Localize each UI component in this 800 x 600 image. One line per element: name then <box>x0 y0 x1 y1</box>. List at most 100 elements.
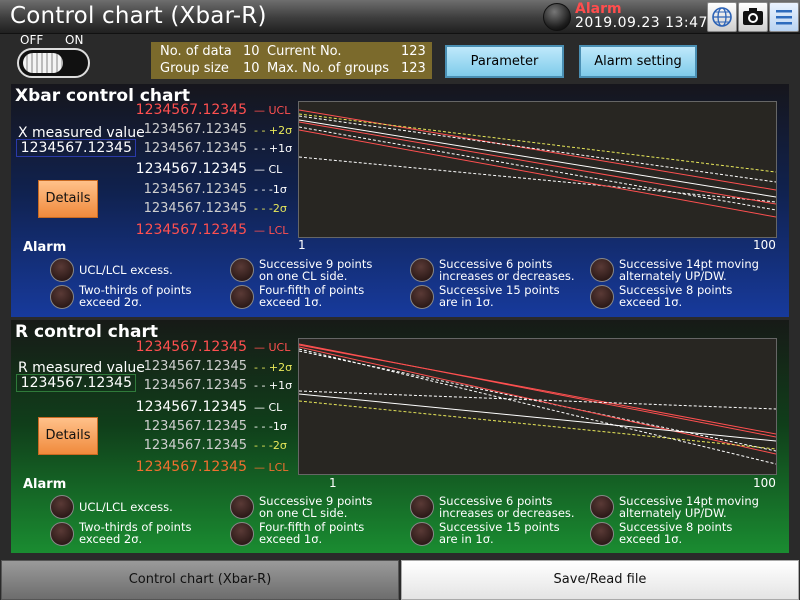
xbar-alarm-text-7: Successive 15 points are in 1σ. <box>439 283 560 309</box>
xbar-minus1-line <box>299 126 776 211</box>
r-details-button[interactable]: Details <box>38 417 98 455</box>
xbar-plus1-line <box>299 115 776 183</box>
max-groups-value: 123 <box>401 61 426 76</box>
r-ucl-value: 1234567.12345 <box>135 339 247 355</box>
xbar-minus2-line <box>299 156 776 203</box>
xbar-alarm-text-4: Successive 14pt moving alternately UP/DW… <box>619 257 759 283</box>
xbar-alarm-text-2: Successive 9 points on one CL side. <box>259 257 373 283</box>
r-center-line <box>299 393 776 442</box>
xbar-plot-lines <box>299 109 776 218</box>
no-of-data-label: No. of data <box>160 44 232 59</box>
title-bar: Control chart (Xbar-R) Alarm 2019.09.23 … <box>0 0 800 34</box>
max-groups-label: Max. No. of groups <box>267 61 390 76</box>
xbar-alarm-text-3: Successive 6 points increases or decreas… <box>439 257 575 283</box>
alarm-lamp-icon <box>543 3 571 31</box>
r-plot-area <box>298 338 777 475</box>
r-alarm-lamp-4 <box>590 495 614 519</box>
xbar-plot-area <box>298 101 777 238</box>
r-cl-tag: — CL <box>254 401 283 414</box>
r-alarm-text-5: Two-thirds of points exceed 2σ. <box>79 520 192 546</box>
camera-icon <box>743 8 763 25</box>
xbar-alarm-lamp-1 <box>50 258 74 282</box>
xbar-lcl-value: 1234567.12345 <box>135 222 247 238</box>
xbar-plus2-tag: - - +2σ <box>254 124 293 137</box>
xbar-alarm-lamp-4 <box>590 258 614 282</box>
tab-save-read-file[interactable]: Save/Read file <box>401 560 799 600</box>
r-alarm-text-3: Successive 6 points increases or decreas… <box>439 494 575 520</box>
r-alarm-lamp-6 <box>230 522 254 546</box>
r-plus1-value: 1234567.12345 <box>143 378 247 393</box>
xbar-plus1-value: 1234567.12345 <box>143 141 247 156</box>
r-chart-panel: R control chart R measured value 1234567… <box>11 320 789 553</box>
r-x-start: 1 <box>329 476 337 490</box>
no-of-data-value: 10 <box>243 44 260 59</box>
r-alarm-lamp-2 <box>230 495 254 519</box>
r-plot-lines <box>299 343 776 465</box>
parameter-setting-button[interactable]: Parameter setting <box>445 45 564 98</box>
r-cl-line <box>299 346 776 455</box>
r-chart-title: R control chart <box>15 322 158 342</box>
xbar-chart-title: Xbar control chart <box>15 86 191 106</box>
r-measured-value: 1234567.12345 <box>16 374 136 392</box>
on-off-toggle[interactable] <box>17 48 90 78</box>
alarm-label: Alarm <box>575 1 622 17</box>
xbar-alarm-heading: Alarm <box>23 240 67 255</box>
r-minus2-line <box>299 400 776 450</box>
toggle-knob <box>23 53 63 73</box>
tab-control-chart[interactable]: Control chart (Xbar-R) <box>1 560 399 600</box>
xbar-measured-label: X measured value <box>18 125 145 141</box>
xbar-cl-tag: — CL <box>254 163 283 176</box>
current-no-value: 123 <box>401 44 426 59</box>
xbar-minus2-value: 1234567.12345 <box>143 201 247 216</box>
xbar-minus1-value: 1234567.12345 <box>143 182 247 197</box>
datetime: 2019.09.23 13:47 <box>575 15 708 31</box>
r-alarm-lamp-1 <box>50 495 74 519</box>
xbar-minus2-tag: - - -2σ <box>254 202 287 215</box>
xbar-lcl-tag: — LCL <box>254 224 289 237</box>
xbar-plus1-tag: - - +1σ <box>254 142 293 155</box>
xbar-alarm-text-5: Two-thirds of points exceed 2σ. <box>79 283 192 309</box>
xbar-alarm-lamp-8 <box>590 285 614 309</box>
r-alarm-lamp-3 <box>410 495 434 519</box>
xbar-alarm-text-6: Four-fifth of points exceed 1σ. <box>259 283 365 309</box>
r-alarm-heading: Alarm <box>23 477 67 492</box>
language-button[interactable] <box>707 2 737 32</box>
xbar-cl-line <box>299 119 776 198</box>
r-measured-label: R measured value <box>18 360 145 376</box>
xbar-measured-value: 1234567.12345 <box>16 139 136 157</box>
r-alarm-text-8: Successive 8 points exceed 1σ. <box>619 520 733 546</box>
xbar-plus2-line <box>299 113 776 173</box>
r-minus1-line <box>299 390 776 410</box>
xbar-ucl-value: 1234567.12345 <box>135 102 247 118</box>
r-alarm-text-7: Successive 15 points are in 1σ. <box>439 520 560 546</box>
xbar-details-button[interactable]: Details <box>38 180 98 218</box>
xbar-ucl-tag: — UCL <box>254 104 291 117</box>
xbar-alarm-lamp-3 <box>410 258 434 282</box>
page-title: Control chart (Xbar-R) <box>10 3 267 29</box>
xbar-alarm-lamp-2 <box>230 258 254 282</box>
xbar-alarm-text-1: UCL/LCL excess. <box>79 263 173 277</box>
xbar-alarm-lamp-5 <box>50 285 74 309</box>
xbar-alarm-text-8: Successive 8 points exceed 1σ. <box>619 283 733 309</box>
xbar-data-line <box>299 121 776 205</box>
r-plus2-tag: - - +2σ <box>254 361 293 374</box>
menu-icon <box>776 10 792 25</box>
xbar-alarm-lamp-7 <box>410 285 434 309</box>
group-size-value: 10 <box>243 61 260 76</box>
xbar-plus2-value: 1234567.12345 <box>143 122 247 137</box>
group-size-label: Group size <box>160 61 229 76</box>
r-upper-red-line <box>299 343 776 438</box>
r-lcl-value: 1234567.12345 <box>135 459 247 475</box>
xbar-minus1-tag: - - -1σ <box>254 183 287 196</box>
r-plus2-value: 1234567.12345 <box>143 359 247 374</box>
alarm-setting-button[interactable]: Alarm setting <box>579 45 697 78</box>
screenshot-button[interactable] <box>738 2 768 32</box>
toggle-on-label: ON <box>65 33 84 47</box>
r-minus1-tag: - - -1σ <box>254 420 287 433</box>
xbar-ucl-line <box>299 109 776 191</box>
menu-button[interactable] <box>769 2 799 32</box>
xbar-x-end: 100 <box>753 238 776 252</box>
r-minus2-tag: - - -2σ <box>254 439 287 452</box>
r-minus2-value: 1234567.12345 <box>143 438 247 453</box>
r-x-end: 100 <box>753 476 776 490</box>
